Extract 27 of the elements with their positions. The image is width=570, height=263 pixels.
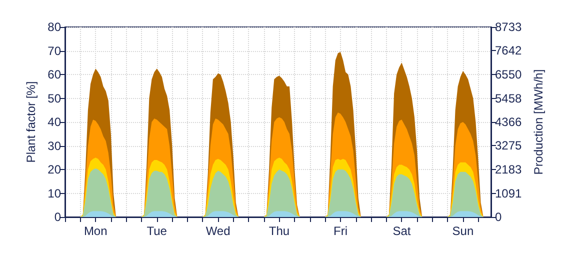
y-tick-label: 20 [48, 162, 62, 176]
y-tick-label: 60 [48, 68, 62, 82]
y-tick-label: 80 [48, 20, 62, 34]
x-tick-label: Sat [392, 224, 412, 238]
y2-tick-label: 0 [495, 210, 502, 224]
y-tick-label: 50 [48, 91, 62, 106]
y2-axis-title: Production [MWh/h] [532, 69, 546, 175]
y2-tick-label: 8733 [495, 20, 522, 34]
y-axis-title: Plant factor [%] [24, 81, 38, 163]
y2-tick-label: 2183 [495, 162, 522, 177]
y2-tick-label: 4366 [495, 115, 522, 130]
x-tick-label: Wed [206, 224, 230, 238]
y2-tick-label: 1091 [495, 186, 522, 200]
y-tick-label: 30 [48, 138, 62, 153]
y-tick-label: 70 [48, 44, 62, 58]
y-tick-label: 40 [48, 115, 62, 129]
y2-tick-label: 5458 [495, 91, 522, 106]
x-tick-label: Sun [452, 224, 474, 238]
x-tick-label: Thu [268, 224, 290, 238]
y-tick-label: 0 [54, 210, 62, 224]
y2-tick-label: 3275 [495, 138, 522, 153]
x-tick-label: Tue [146, 224, 168, 238]
y2-tick-label: 7642 [495, 44, 522, 58]
y-tick-label: 10 [48, 186, 62, 200]
x-tick-label: Fri [333, 224, 348, 238]
x-tick-label: Mon [84, 224, 108, 238]
y2-tick-label: 6550 [495, 67, 522, 82]
